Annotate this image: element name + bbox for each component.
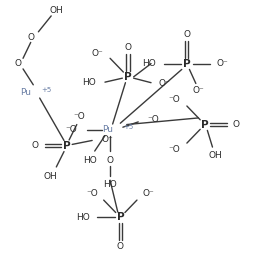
Text: ⁻O: ⁻O: [65, 125, 77, 134]
Text: P: P: [201, 120, 209, 130]
Text: O: O: [14, 59, 22, 68]
Text: HO: HO: [142, 59, 156, 68]
Text: OH: OH: [208, 151, 222, 160]
Text: P: P: [116, 212, 124, 222]
Text: ⁻O: ⁻O: [169, 145, 180, 154]
Text: ⁻O: ⁻O: [169, 95, 180, 104]
Text: P: P: [63, 141, 70, 151]
Text: P: P: [124, 72, 132, 82]
Text: ⁻O: ⁻O: [147, 115, 159, 124]
Text: ⁻O: ⁻O: [87, 189, 99, 198]
Text: OH: OH: [49, 6, 63, 15]
Text: HO: HO: [82, 78, 96, 87]
Text: O⁻: O⁻: [159, 79, 170, 88]
Text: O: O: [106, 156, 114, 165]
Text: HO: HO: [83, 156, 97, 165]
Text: Pu: Pu: [102, 125, 113, 134]
Text: O: O: [117, 242, 124, 251]
Text: O⁻: O⁻: [142, 189, 154, 198]
Text: O⁻: O⁻: [193, 86, 204, 95]
Text: HO: HO: [76, 213, 90, 222]
Text: Pu: Pu: [20, 88, 31, 97]
Text: HO: HO: [103, 180, 117, 189]
Text: P: P: [183, 59, 191, 69]
Text: O: O: [31, 141, 38, 150]
Text: O: O: [233, 120, 240, 129]
Text: O⁻: O⁻: [101, 135, 113, 144]
Text: O⁻: O⁻: [92, 48, 104, 58]
Text: ⁻O: ⁻O: [73, 112, 85, 121]
Text: O⁻: O⁻: [216, 59, 228, 68]
Text: +5: +5: [41, 87, 51, 93]
Text: O: O: [183, 30, 190, 39]
Text: O: O: [124, 43, 132, 52]
Text: O: O: [27, 33, 34, 42]
Text: +5: +5: [123, 124, 133, 130]
Text: OH: OH: [43, 172, 57, 181]
